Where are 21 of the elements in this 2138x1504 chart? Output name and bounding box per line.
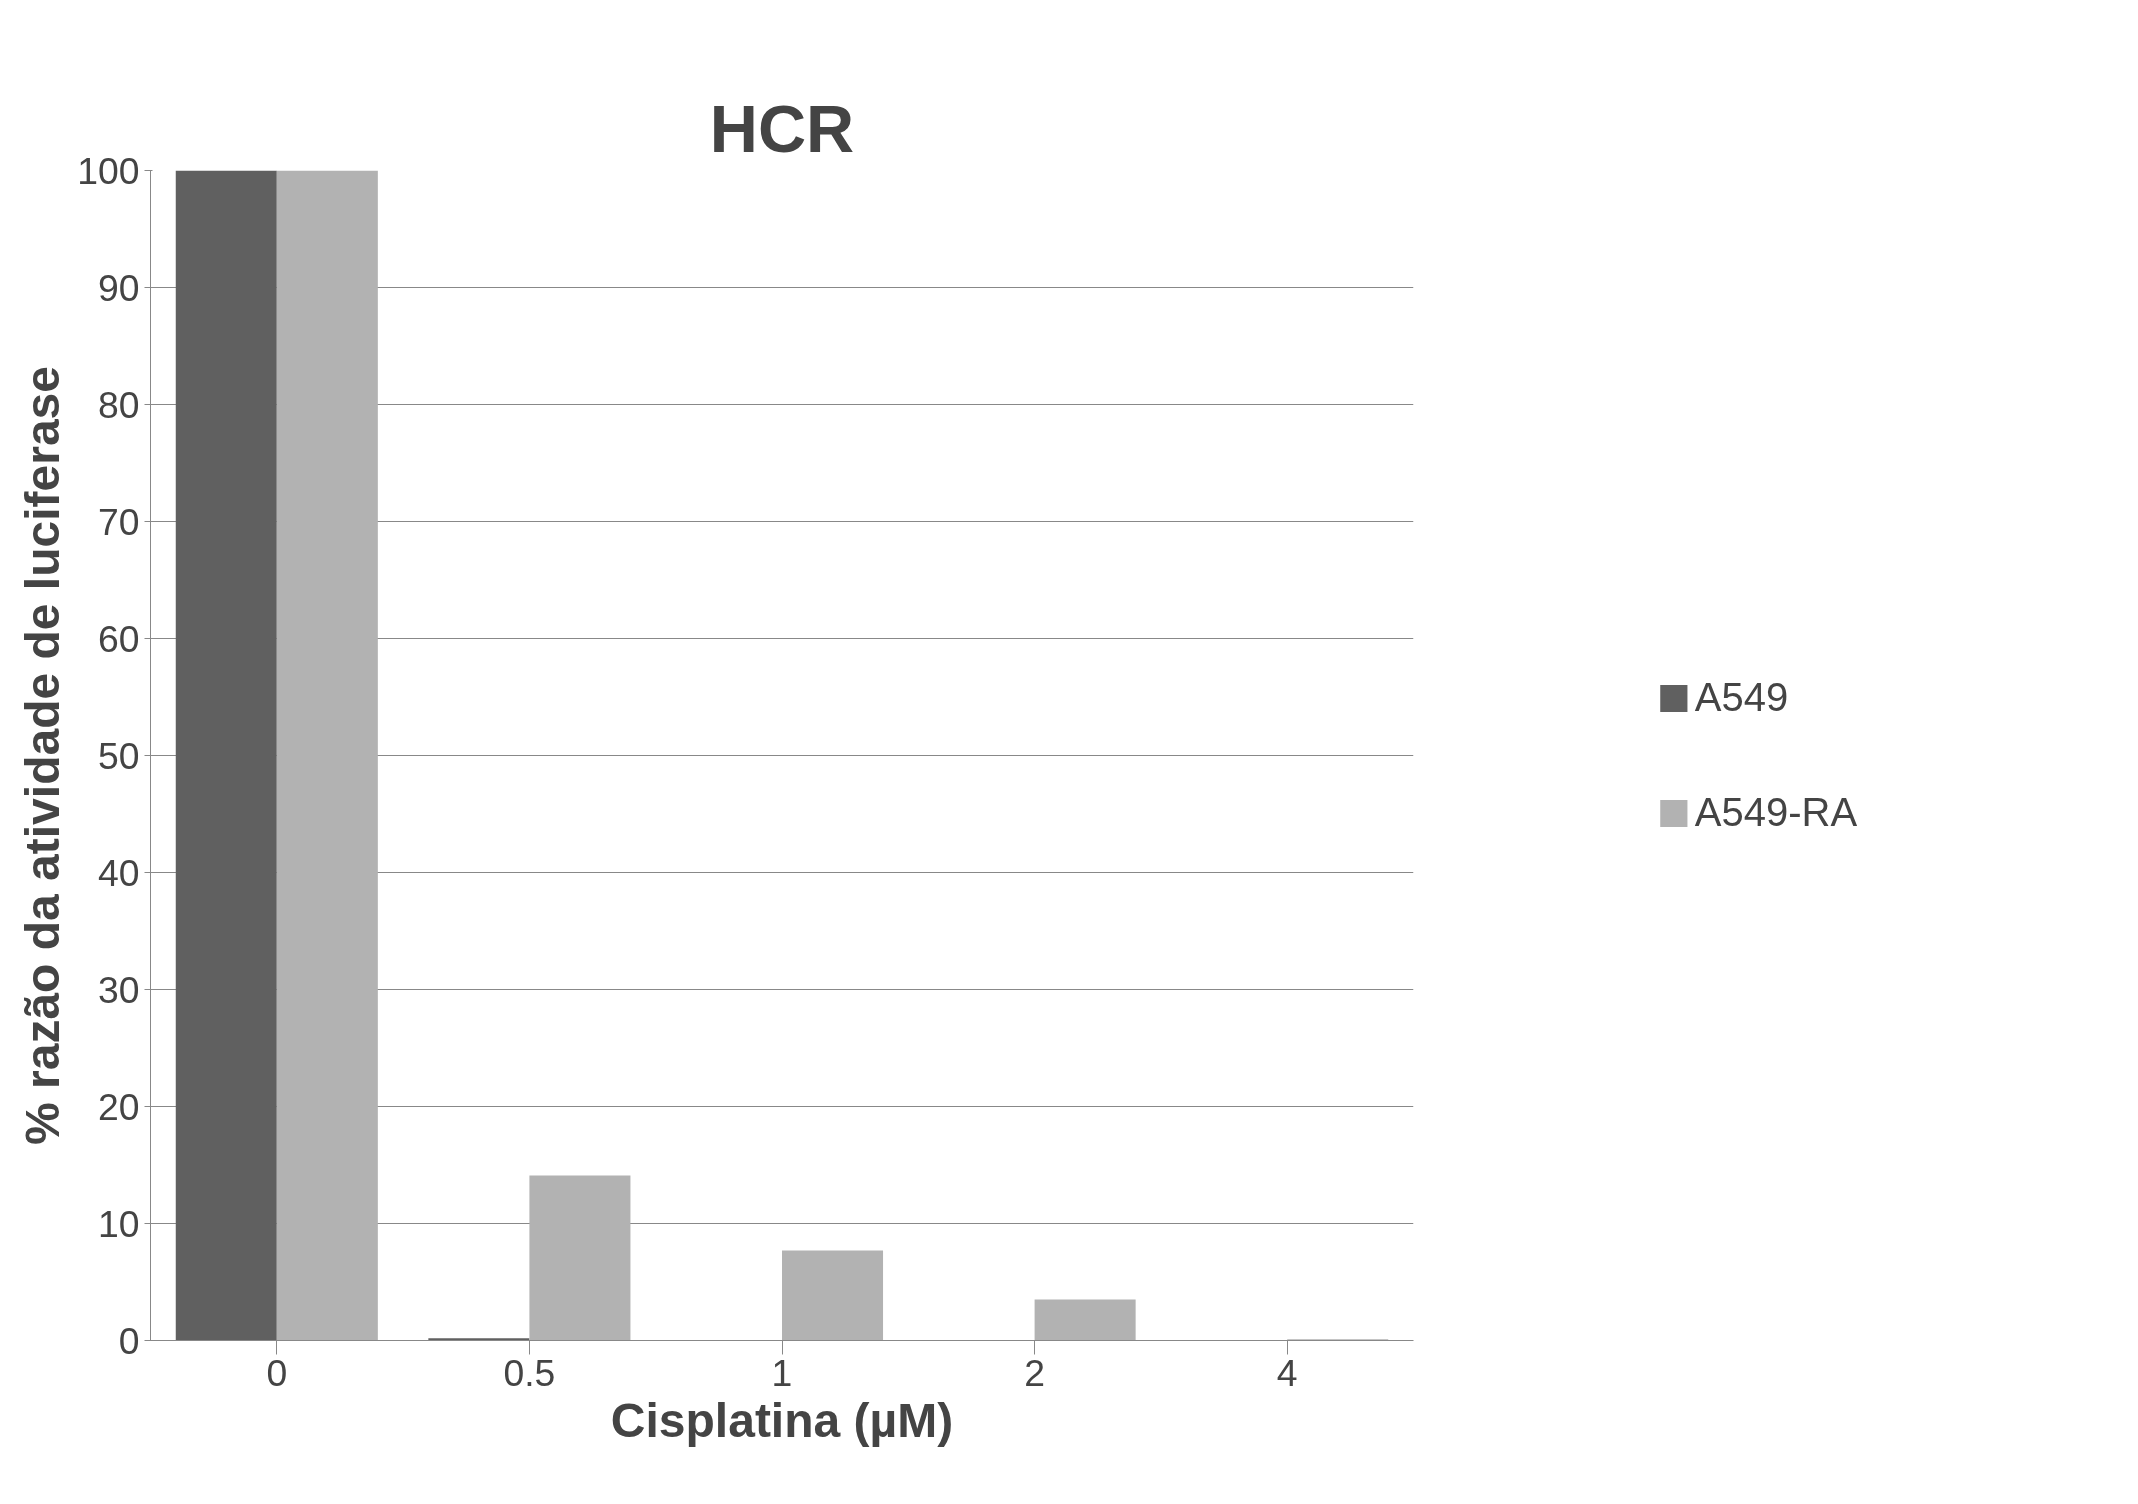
y-tick-label: 50 <box>97 734 140 777</box>
x-tick-label: 1 <box>771 1351 793 1394</box>
legend-label: A549-RA <box>1694 790 1858 835</box>
y-tick-label: 70 <box>97 500 140 543</box>
x-tick-label: 0.5 <box>503 1351 556 1394</box>
y-axis-title: % razão da atividade de luciferase <box>16 366 70 1145</box>
x-axis-title: Cisplatina (µM) <box>610 1393 954 1447</box>
y-tick-label: 100 <box>77 149 140 192</box>
chart-title: HCR <box>709 91 855 166</box>
x-tick-label: 0 <box>266 1351 288 1394</box>
y-tick-label: 10 <box>97 1202 140 1245</box>
y-tick-label: 80 <box>97 383 140 426</box>
y-tick-label: 60 <box>97 617 140 660</box>
x-tick-label: 2 <box>1024 1351 1045 1394</box>
y-tick-label: 20 <box>97 1085 140 1128</box>
y-tick-label: 0 <box>118 1319 140 1362</box>
y-tick-label: 40 <box>97 851 140 894</box>
x-tick-label: 4 <box>1276 1351 1298 1394</box>
y-tick-label: 90 <box>97 266 140 309</box>
legend-label: A549 <box>1694 675 1789 720</box>
y-tick-label: 30 <box>97 968 140 1011</box>
